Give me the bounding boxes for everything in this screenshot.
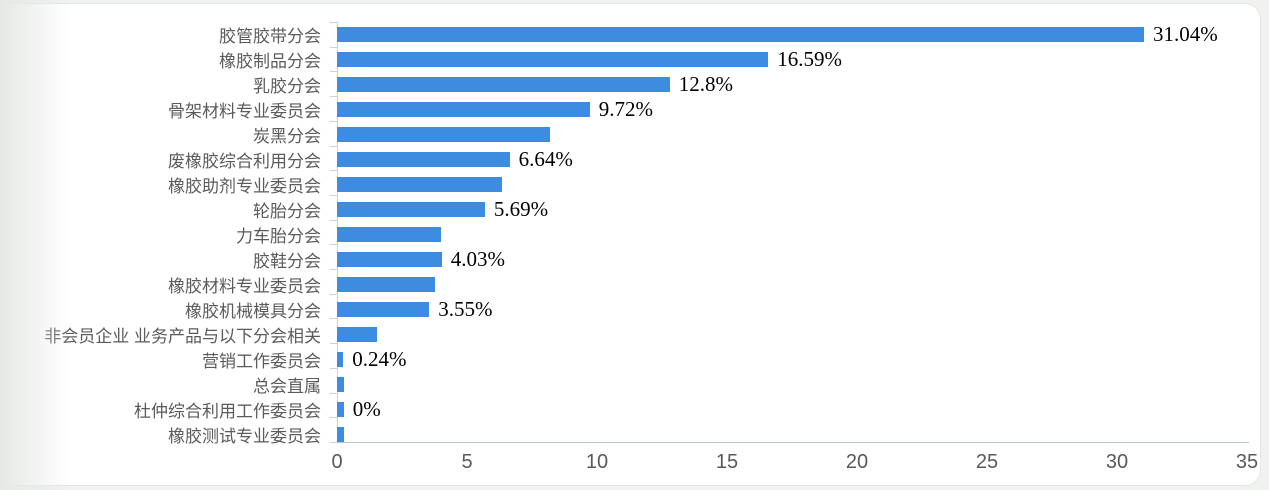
chart-row: 营销工作委员会 0.24% — [0, 347, 1262, 372]
tick-mark — [330, 417, 337, 418]
chart-row: 非会员企业 业务产品与以下分会相关 — [0, 322, 1262, 347]
bar — [337, 152, 510, 167]
x-tick-label: 30 — [1105, 451, 1129, 473]
bar — [337, 127, 551, 142]
value-label: 9.72% — [598, 97, 653, 121]
tick-mark — [330, 220, 337, 221]
value-label: 31.04% — [1153, 22, 1218, 46]
chart-row: 橡胶材料专业委员会 — [0, 272, 1262, 297]
tick-mark — [330, 368, 337, 369]
bar — [337, 77, 670, 92]
chart-row: 乳胶分会 12.8% — [0, 72, 1262, 97]
bar — [337, 302, 430, 317]
chart-row: 橡胶制品分会 16.59% — [0, 47, 1262, 72]
bar — [337, 177, 503, 192]
category-label: 乳胶分会 — [253, 77, 321, 96]
bar — [337, 327, 378, 342]
tick-mark — [330, 343, 337, 344]
category-label: 骨架材料专业委员会 — [168, 102, 321, 121]
category-label: 轮胎分会 — [253, 202, 321, 221]
x-tick-label: 15 — [715, 451, 739, 473]
value-label: 5.69% — [493, 197, 549, 221]
bar — [337, 227, 441, 242]
category-label: 橡胶机械模具分会 — [185, 302, 321, 321]
bar — [337, 102, 590, 117]
category-label: 非会员企业 业务产品与以下分会相关 — [44, 327, 321, 346]
tick-mark — [330, 96, 337, 97]
tick-mark — [330, 393, 337, 394]
x-tick-label: 20 — [845, 451, 869, 473]
category-label: 营销工作委员会 — [202, 352, 321, 371]
category-label: 胶鞋分会 — [253, 252, 321, 271]
bar — [337, 377, 344, 392]
bar — [337, 277, 435, 292]
chart-row: 杜仲综合利用工作委员会 0% — [0, 397, 1262, 422]
tick-mark — [330, 269, 337, 270]
chart-row: 胶管胶带分会 31.04% — [0, 22, 1262, 47]
chart-row: 轮胎分会 5.69% — [0, 197, 1262, 222]
x-tick-label: 0 — [331, 451, 343, 473]
tick-mark — [330, 121, 337, 122]
bar — [337, 427, 344, 442]
value-axis-line — [331, 442, 1249, 443]
category-label: 橡胶制品分会 — [219, 52, 321, 71]
chart-row: 废橡胶综合利用分会 6.64% — [0, 147, 1262, 172]
chart-row: 橡胶机械模具分会 3.55% — [0, 297, 1262, 322]
category-label: 胶管胶带分会 — [219, 27, 321, 46]
category-label: 炭黑分会 — [253, 127, 321, 146]
tick-mark — [330, 170, 337, 171]
category-label: 废橡胶综合利用分会 — [168, 152, 321, 171]
x-tick-label: 10 — [585, 451, 609, 473]
value-label: 4.03% — [450, 247, 506, 271]
tick-mark — [330, 22, 337, 23]
chart-row: 炭黑分会 — [0, 122, 1262, 147]
chart-row: 橡胶助剂专业委员会 — [0, 172, 1262, 197]
category-label: 橡胶测试专业委员会 — [168, 427, 321, 446]
bar — [337, 52, 769, 67]
category-label: 橡胶材料专业委员会 — [168, 277, 321, 296]
value-label: 0.24% — [352, 347, 407, 371]
bar — [337, 402, 344, 417]
tick-mark — [330, 47, 337, 48]
x-tick-label: 25 — [975, 451, 999, 473]
tick-mark — [330, 244, 337, 245]
bar — [337, 252, 442, 267]
x-tick-label: 35 — [1235, 451, 1259, 473]
chart-row: 骨架材料专业委员会 9.72% — [0, 97, 1262, 122]
tick-mark — [330, 294, 337, 295]
category-label: 总会直属 — [253, 377, 321, 396]
chart-rows: 胶管胶带分会 31.04% 橡胶制品分会 16.59% 乳胶分会 12.8% 骨架材料专业委… — [0, 22, 1262, 446]
tick-mark — [330, 195, 337, 196]
tick-mark — [330, 318, 337, 319]
category-label: 力车胎分会 — [236, 227, 321, 246]
chart-row: 橡胶测试专业委员会 — [0, 422, 1262, 447]
value-label: 3.55% — [438, 297, 493, 321]
chart-row: 总会直属 — [0, 372, 1262, 397]
value-label: 6.64% — [518, 147, 573, 171]
bar — [337, 352, 344, 367]
value-label: 16.59% — [777, 47, 843, 71]
category-label: 橡胶助剂专业委员会 — [168, 177, 321, 196]
value-label: 12.8% — [678, 72, 734, 96]
bar — [337, 27, 1144, 42]
tick-mark — [330, 71, 337, 72]
bar — [337, 202, 485, 217]
category-label: 杜仲综合利用工作委员会 — [134, 402, 321, 421]
value-label: 0% — [352, 397, 381, 421]
tick-mark — [330, 146, 337, 147]
chart-row: 胶鞋分会 4.03% — [0, 247, 1262, 272]
chart-row: 力车胎分会 — [0, 222, 1262, 247]
x-tick-label: 5 — [461, 451, 473, 473]
tick-mark — [330, 442, 337, 443]
